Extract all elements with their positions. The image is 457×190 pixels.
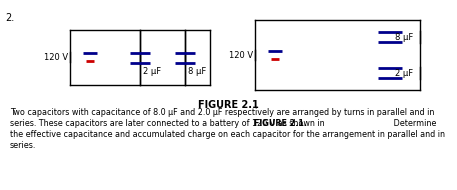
Text: FIGURE 2.1: FIGURE 2.1	[197, 100, 258, 110]
Text: 120 V: 120 V	[229, 51, 253, 59]
Text: 2 μF: 2 μF	[395, 69, 413, 78]
Text: FIGURE 2.1.: FIGURE 2.1.	[254, 119, 307, 128]
Text: 8 μF: 8 μF	[188, 67, 206, 77]
Text: 2 μF: 2 μF	[143, 67, 161, 77]
Text: series.: series.	[10, 141, 37, 150]
Text: Two capacitors with capacitance of 8.0 μF and 2.0 μF respectively are arranged b: Two capacitors with capacitance of 8.0 μ…	[10, 108, 434, 117]
Text: the effective capacitance and accumulated charge on each capacitor for the arran: the effective capacitance and accumulate…	[10, 130, 445, 139]
Text: 8 μF: 8 μF	[395, 32, 413, 41]
Text: 2.: 2.	[5, 13, 14, 23]
Text: 120 V: 120 V	[44, 52, 68, 62]
Text: series. These capacitors are later connected to a battery of 120 V as shown in  : series. These capacitors are later conne…	[10, 119, 436, 128]
